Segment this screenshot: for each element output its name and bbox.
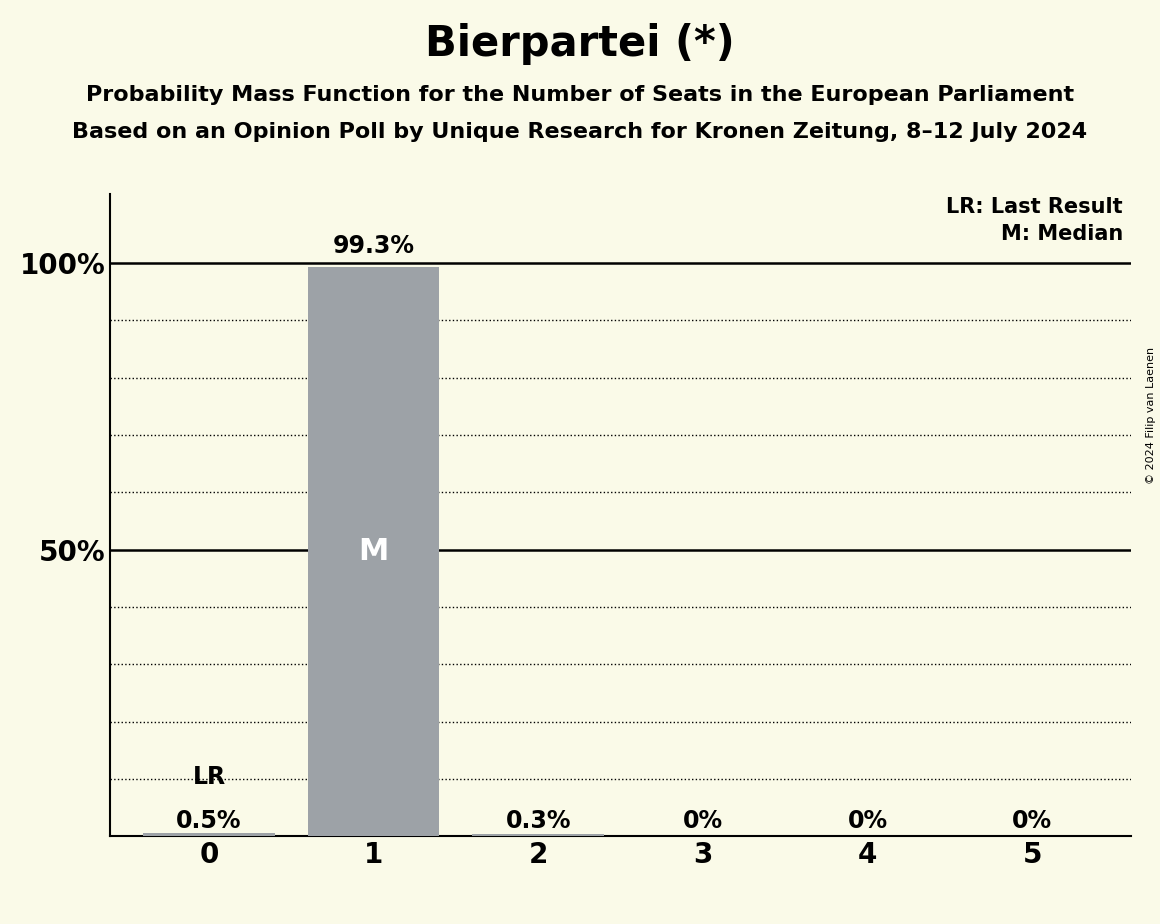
Text: 0%: 0% bbox=[848, 809, 887, 833]
Text: 0.5%: 0.5% bbox=[176, 809, 241, 833]
Bar bbox=[143, 833, 275, 836]
Text: 99.3%: 99.3% bbox=[333, 235, 414, 259]
Text: LR: Last Result: LR: Last Result bbox=[947, 197, 1123, 217]
Text: LR: LR bbox=[193, 765, 225, 788]
Bar bbox=[472, 834, 604, 836]
Text: Bierpartei (*): Bierpartei (*) bbox=[425, 23, 735, 65]
Text: M: Median: M: Median bbox=[1001, 224, 1123, 244]
Text: 0.3%: 0.3% bbox=[506, 809, 571, 833]
Text: 0%: 0% bbox=[1013, 809, 1052, 833]
Bar bbox=[307, 267, 440, 836]
Text: 0%: 0% bbox=[683, 809, 723, 833]
Text: Based on an Opinion Poll by Unique Research for Kronen Zeitung, 8–12 July 2024: Based on an Opinion Poll by Unique Resea… bbox=[72, 122, 1088, 142]
Text: Probability Mass Function for the Number of Seats in the European Parliament: Probability Mass Function for the Number… bbox=[86, 85, 1074, 105]
Text: M: M bbox=[358, 537, 389, 566]
Text: © 2024 Filip van Laenen: © 2024 Filip van Laenen bbox=[1146, 347, 1155, 484]
